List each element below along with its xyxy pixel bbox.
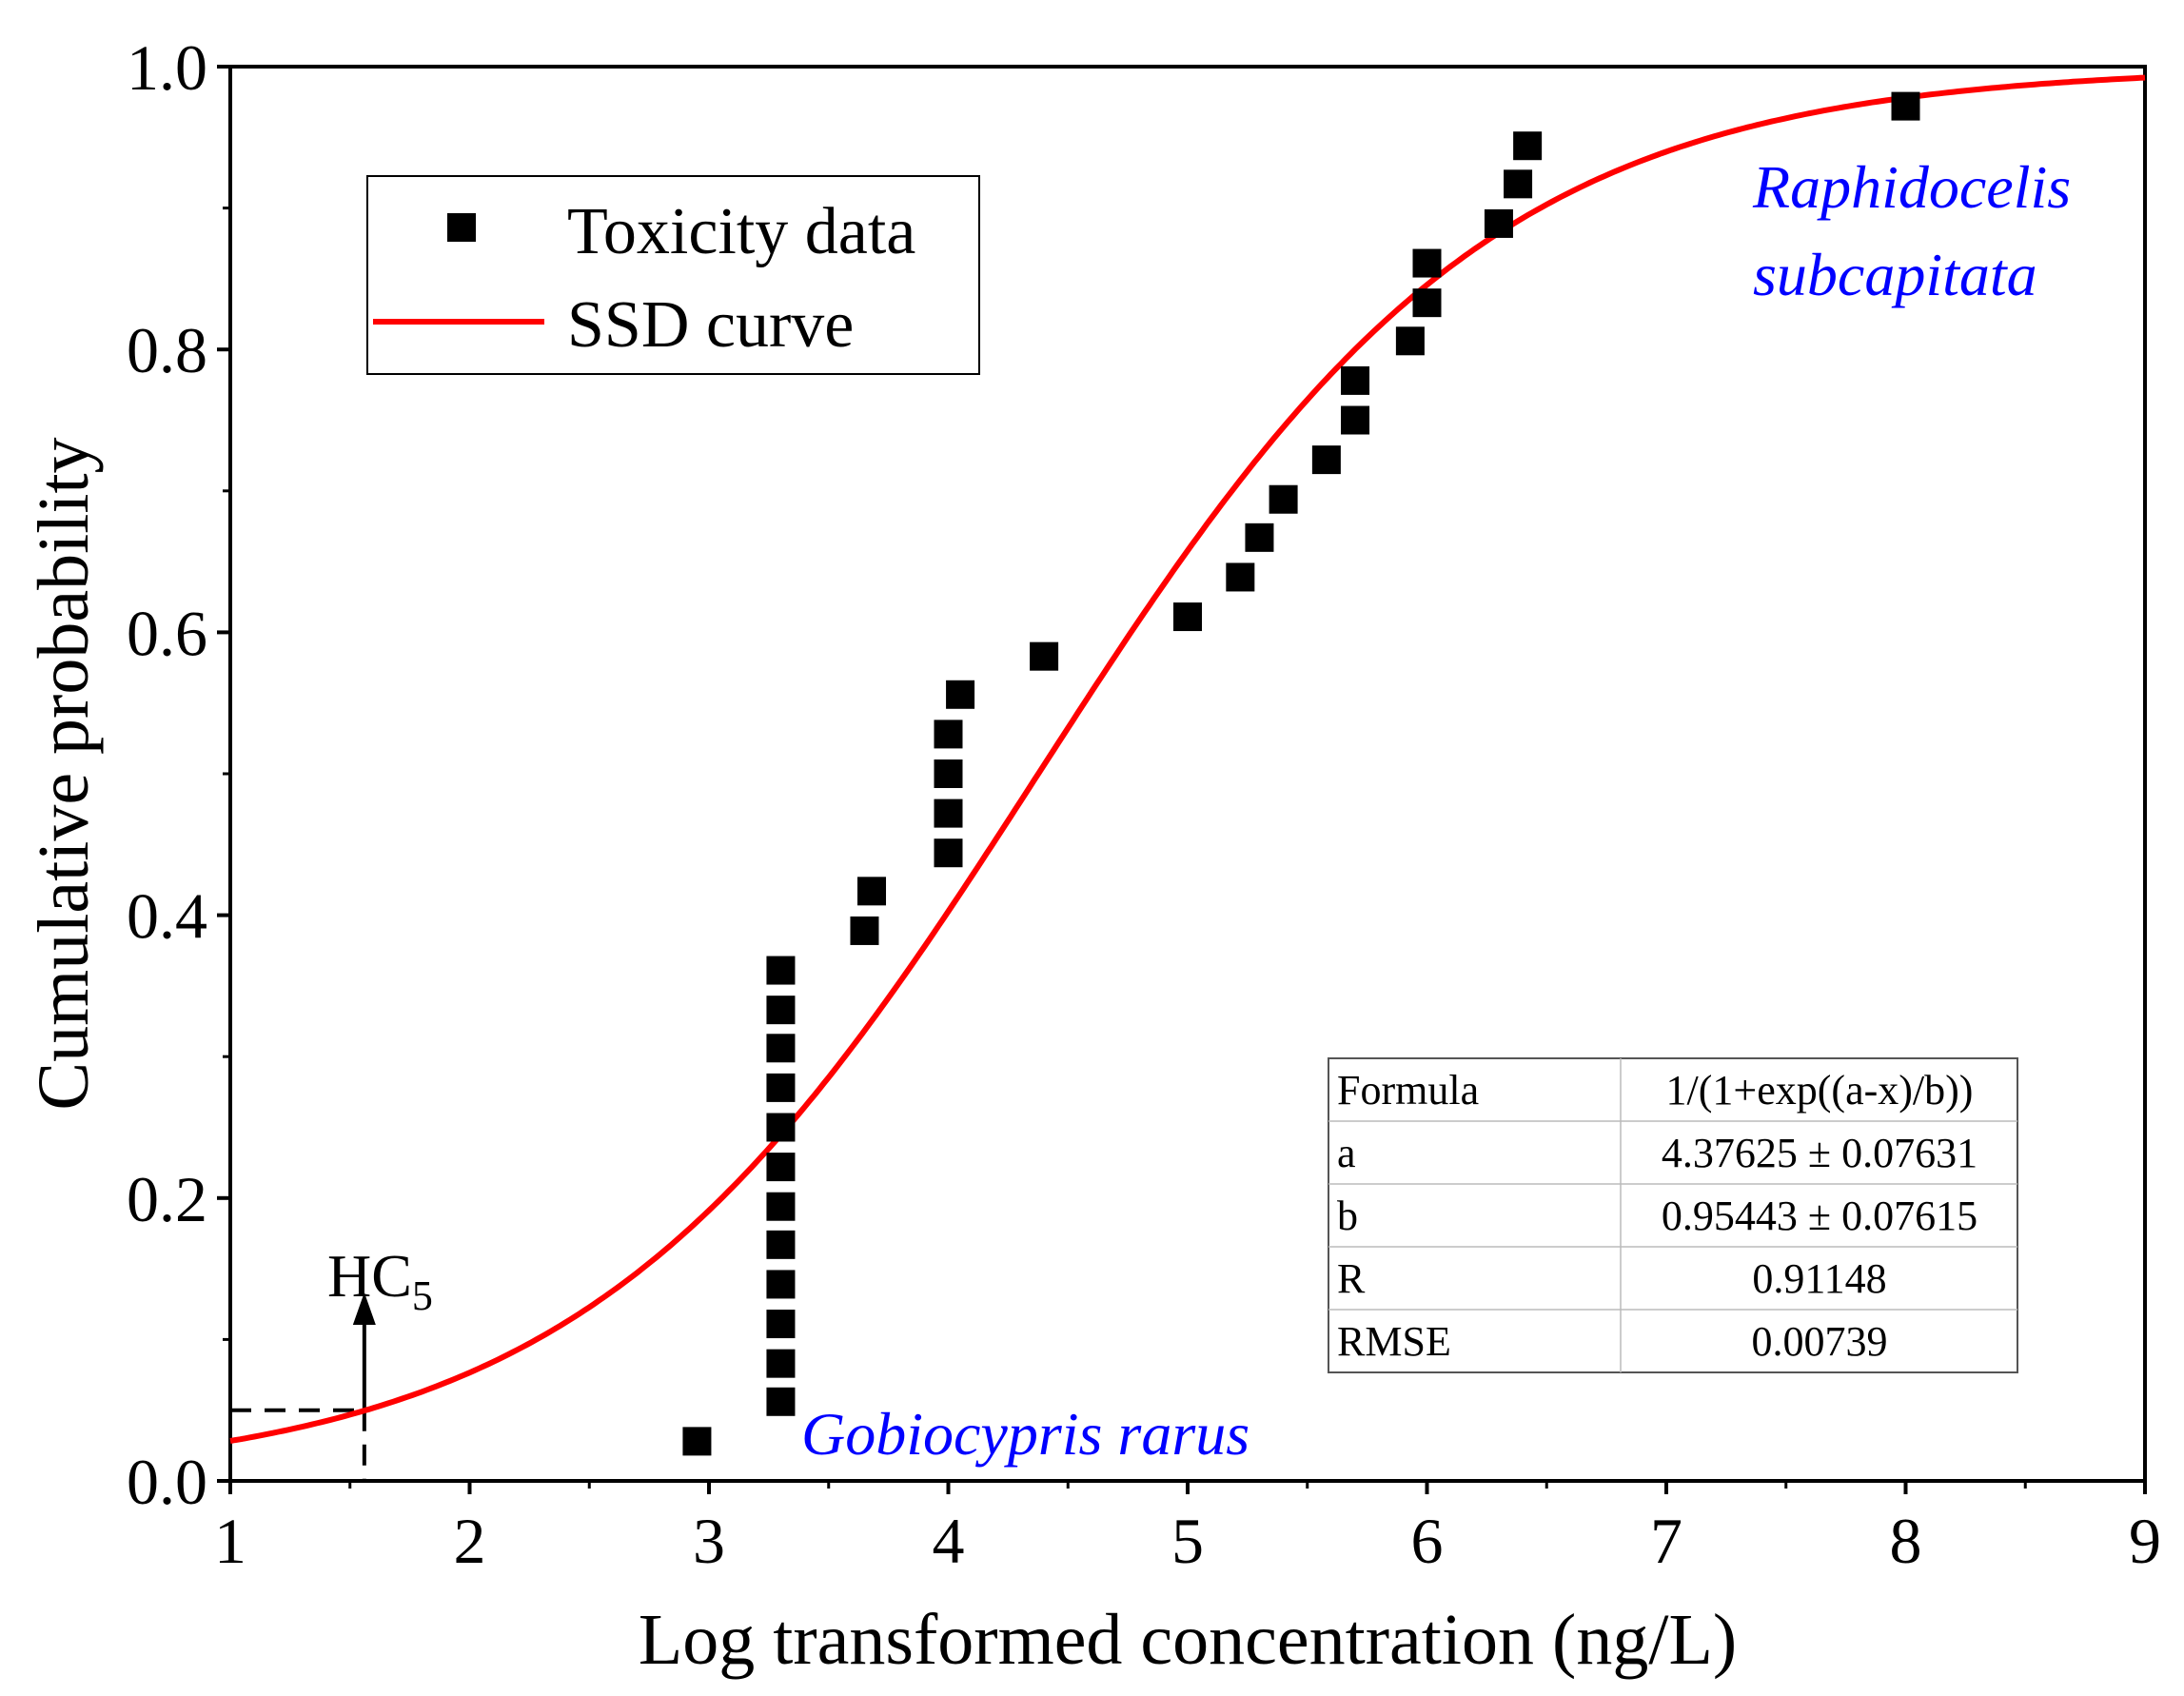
x-tick-label: 7 — [1650, 1505, 1682, 1577]
toxicity-data-points — [682, 91, 1920, 1456]
x-tick-label: 9 — [2129, 1505, 2161, 1577]
legend-label-toxicity: Toxicity data — [567, 195, 915, 268]
toxicity-data-point — [1341, 405, 1370, 435]
x-tick-label: 3 — [693, 1505, 725, 1577]
y-tick-label: 0.0 — [127, 1446, 207, 1518]
species-label-raphidocelis-line2: subcapitata — [1753, 241, 2037, 308]
toxicity-data-point — [766, 1387, 796, 1416]
toxicity-data-point — [1245, 523, 1274, 552]
toxicity-data-point — [1412, 248, 1442, 278]
toxicity-data-point — [766, 1230, 796, 1259]
toxicity-data-point — [766, 1073, 796, 1102]
toxicity-data-point — [766, 1270, 796, 1299]
toxicity-data-point — [1504, 169, 1533, 199]
ssd-curve-line — [229, 74, 2146, 1444]
toxicity-data-point — [1311, 445, 1341, 475]
legend: Toxicity data SSD curve — [366, 175, 980, 375]
y-tick-label: 0.2 — [127, 1163, 207, 1235]
toxicity-data-point — [1173, 602, 1202, 632]
fit-table-value-b: 0.95443 ± 0.07615 — [1662, 1193, 1977, 1239]
toxicity-data-point — [766, 1034, 796, 1063]
toxicity-data-point — [682, 1427, 712, 1456]
toxicity-data-point — [1484, 208, 1513, 238]
hc5-label: HC5 — [327, 1242, 433, 1319]
toxicity-data-point — [1341, 365, 1370, 395]
x-tick-label: 1 — [214, 1505, 246, 1577]
toxicity-data-point — [1269, 484, 1298, 514]
fit-table-border — [1328, 1057, 2018, 1373]
y-tick-label: 0.6 — [127, 597, 207, 669]
x-axis-label: Log transformed concentration (ng/L) — [639, 1600, 1737, 1680]
legend-marker-square — [447, 213, 476, 242]
fit-table-label-rmse: RMSE — [1337, 1318, 1451, 1365]
toxicity-data-point — [1513, 131, 1543, 161]
toxicity-data-point — [934, 799, 963, 828]
toxicity-data-point — [857, 877, 887, 906]
y-axis-label: Cumulative probability — [24, 437, 104, 1110]
legend-label-ssd: SSD curve — [567, 288, 854, 362]
hc5-label-subscript: 5 — [412, 1272, 433, 1319]
toxicity-data-point — [934, 838, 963, 868]
fit-table-label-formula: Formula — [1337, 1067, 1479, 1114]
toxicity-data-point — [1412, 288, 1442, 318]
toxicity-data-point — [934, 759, 963, 788]
hc5-arrow-head — [352, 1292, 376, 1325]
y-axis-ticks: 0.0 0.2 0.4 0.6 0.8 1.0 — [127, 31, 230, 1518]
species-label-raphidocelis-line1: Raphidocelis — [1752, 153, 2071, 221]
x-tick-label: 8 — [1890, 1505, 1922, 1577]
y-tick-label: 1.0 — [127, 31, 207, 104]
toxicity-data-point — [1030, 641, 1059, 671]
toxicity-data-point — [850, 916, 879, 945]
fit-table-label-b: b — [1337, 1193, 1358, 1239]
x-tick-label: 4 — [933, 1505, 965, 1577]
x-tick-label: 5 — [1171, 1505, 1204, 1577]
legend-box — [366, 175, 980, 375]
fit-table-value-r: 0.91148 — [1752, 1255, 1886, 1302]
hc5-guide — [230, 1292, 376, 1481]
toxicity-data-point — [766, 1310, 796, 1339]
toxicity-data-point — [1395, 326, 1425, 356]
fit-table-value-formula: 1/(1+exp((a-x)/b)) — [1666, 1067, 1974, 1114]
toxicity-data-point — [934, 720, 963, 749]
x-tick-label: 6 — [1411, 1505, 1444, 1577]
toxicity-data-point — [1226, 562, 1255, 592]
species-label-gobiocypris: Gobiocypris rarus — [801, 1400, 1249, 1468]
toxicity-data-point — [766, 1153, 796, 1182]
hc5-label-main: HC — [327, 1242, 412, 1310]
fit-table: Formula 1/(1+exp((a-x)/b)) a 4.37625 ± 0… — [1328, 1057, 2018, 1373]
fit-table-label-a: a — [1337, 1130, 1356, 1176]
toxicity-data-point — [946, 680, 975, 709]
toxicity-data-point — [766, 996, 796, 1025]
fit-table-value-rmse: 0.00739 — [1752, 1318, 1888, 1365]
x-axis-ticks: 1 2 3 4 5 6 7 8 9 — [214, 1481, 2161, 1577]
fit-table-value-a: 4.37625 ± 0.07631 — [1662, 1130, 1977, 1176]
y-tick-label: 0.4 — [127, 880, 207, 953]
toxicity-data-point — [766, 1113, 796, 1142]
fit-table-label-r: R — [1337, 1255, 1366, 1302]
toxicity-data-point — [766, 956, 796, 985]
toxicity-data-point — [1891, 91, 1920, 121]
toxicity-data-point — [766, 1349, 796, 1378]
x-tick-label: 2 — [454, 1505, 486, 1577]
y-tick-label: 0.8 — [127, 314, 207, 386]
toxicity-data-point — [766, 1192, 796, 1221]
